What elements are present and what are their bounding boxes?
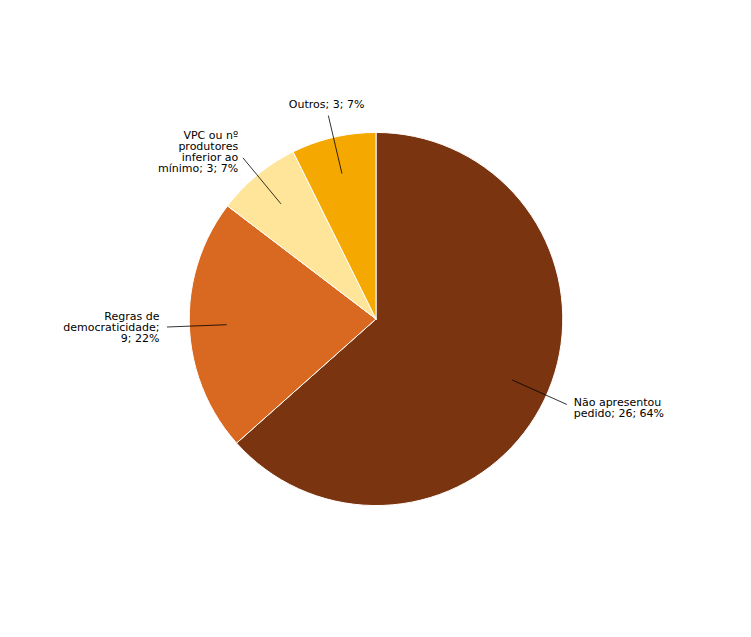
svg-text:Regras dedemocraticidade;9; 22: Regras dedemocraticidade;9; 22%	[63, 310, 159, 345]
svg-text:Outros; 3; 7%: Outros; 3; 7%	[289, 98, 365, 111]
svg-text:VPC ou nºprodutoresinferior ao: VPC ou nºprodutoresinferior aomínimo; 3;…	[158, 129, 238, 175]
svg-text:Não apresentoupedido; 26; 64%: Não apresentoupedido; 26; 64%	[574, 396, 664, 420]
